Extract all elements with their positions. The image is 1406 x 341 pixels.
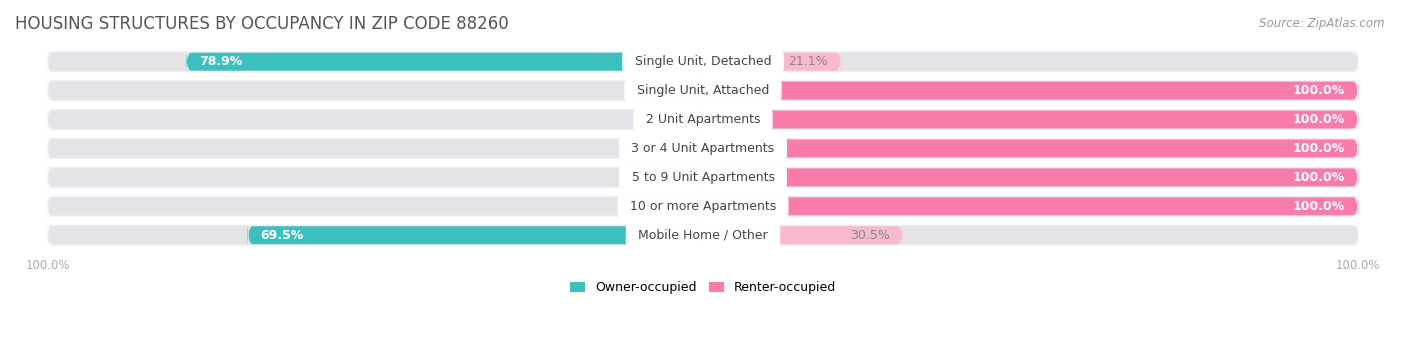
Text: Source: ZipAtlas.com: Source: ZipAtlas.com [1260,17,1385,30]
FancyBboxPatch shape [703,163,1358,192]
Text: 0.0%: 0.0% [631,113,664,126]
Text: 0.0%: 0.0% [631,142,664,155]
Text: Single Unit, Attached: Single Unit, Attached [628,84,778,97]
Text: 100.0%: 100.0% [1294,142,1346,155]
FancyBboxPatch shape [186,47,703,76]
FancyBboxPatch shape [703,221,903,249]
Text: Mobile Home / Other: Mobile Home / Other [630,229,776,242]
Text: 21.1%: 21.1% [789,55,828,68]
FancyBboxPatch shape [48,80,1358,101]
Text: Single Unit, Detached: Single Unit, Detached [627,55,779,68]
Legend: Owner-occupied, Renter-occupied: Owner-occupied, Renter-occupied [569,281,837,294]
FancyBboxPatch shape [48,167,1358,188]
FancyBboxPatch shape [703,76,1358,105]
FancyBboxPatch shape [48,192,1358,221]
Text: 5 to 9 Unit Apartments: 5 to 9 Unit Apartments [623,171,783,184]
Text: 0.0%: 0.0% [631,171,664,184]
FancyBboxPatch shape [48,134,1358,163]
FancyBboxPatch shape [48,138,1358,159]
FancyBboxPatch shape [48,225,1358,246]
Text: 0.0%: 0.0% [631,84,664,97]
FancyBboxPatch shape [48,196,1358,217]
FancyBboxPatch shape [48,51,1358,72]
FancyBboxPatch shape [671,197,703,215]
Text: 78.9%: 78.9% [200,55,242,68]
FancyBboxPatch shape [671,81,703,100]
Text: 100.0%: 100.0% [1294,171,1346,184]
FancyBboxPatch shape [703,105,1358,134]
FancyBboxPatch shape [671,139,703,158]
FancyBboxPatch shape [48,221,1358,249]
Text: 100.0%: 100.0% [1294,113,1346,126]
FancyBboxPatch shape [48,76,1358,105]
Text: 0.0%: 0.0% [631,200,664,213]
Text: 2 Unit Apartments: 2 Unit Apartments [638,113,768,126]
FancyBboxPatch shape [671,110,703,129]
FancyBboxPatch shape [671,168,703,186]
Text: HOUSING STRUCTURES BY OCCUPANCY IN ZIP CODE 88260: HOUSING STRUCTURES BY OCCUPANCY IN ZIP C… [15,15,509,33]
FancyBboxPatch shape [703,192,1358,221]
FancyBboxPatch shape [48,47,1358,76]
FancyBboxPatch shape [48,109,1358,130]
Text: 100.0%: 100.0% [1294,200,1346,213]
FancyBboxPatch shape [247,221,703,249]
Text: 3 or 4 Unit Apartments: 3 or 4 Unit Apartments [623,142,783,155]
FancyBboxPatch shape [48,105,1358,134]
FancyBboxPatch shape [703,134,1358,163]
Text: 69.5%: 69.5% [260,229,304,242]
FancyBboxPatch shape [48,163,1358,192]
Text: 10 or more Apartments: 10 or more Apartments [621,200,785,213]
Text: 30.5%: 30.5% [849,229,890,242]
Text: 100.0%: 100.0% [1294,84,1346,97]
FancyBboxPatch shape [703,47,841,76]
